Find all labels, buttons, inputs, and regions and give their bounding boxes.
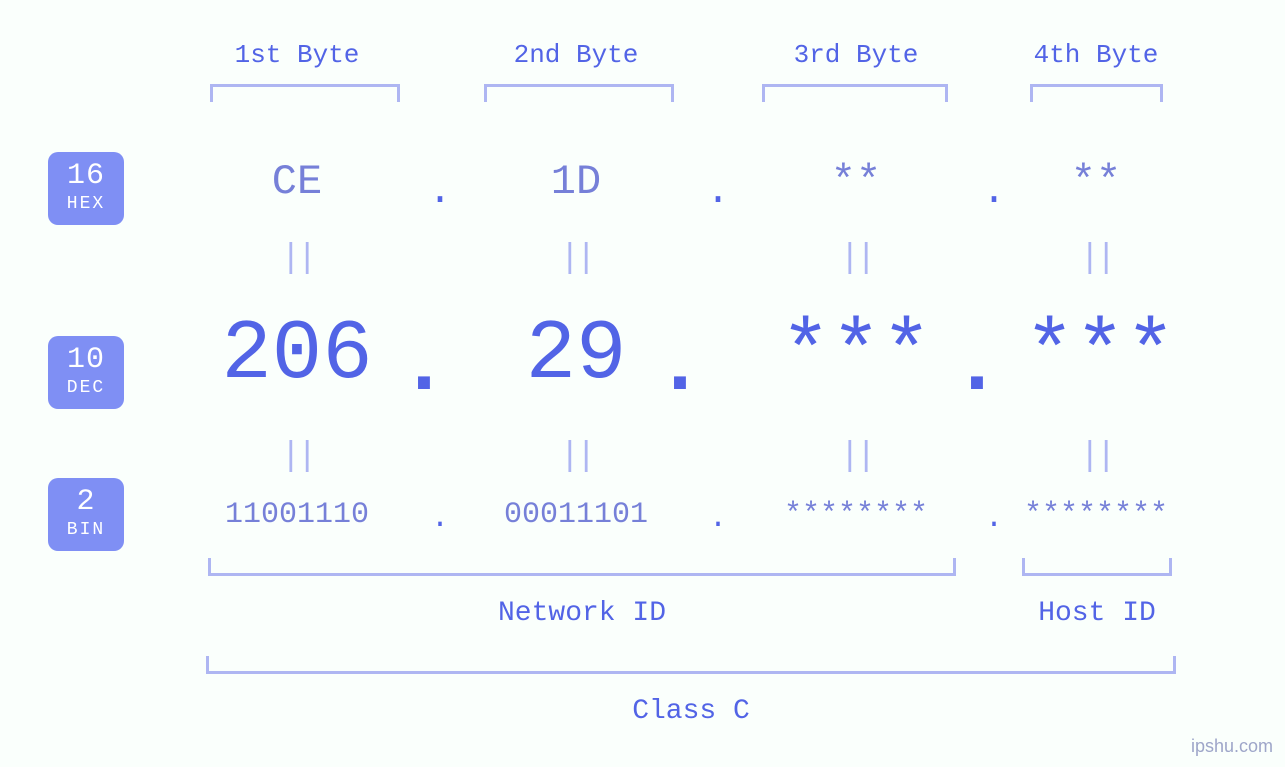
badge-dec-label: DEC: [48, 379, 124, 399]
dec-byte-2: 29: [526, 308, 627, 403]
dec-dot-1: .: [399, 320, 449, 415]
bracket-class: [206, 656, 1176, 674]
badge-dec: 10 DEC: [48, 336, 124, 409]
bracket-byte-2: [484, 84, 674, 102]
bracket-byte-3: [762, 84, 948, 102]
dec-byte-4: ***: [1024, 308, 1175, 403]
eq-bot-2: ||: [560, 438, 593, 476]
bin-dot-3: .: [985, 502, 1003, 536]
bin-byte-2: 00011101: [504, 498, 648, 532]
eq-bot-4: ||: [1080, 438, 1113, 476]
byte-header-4: 4th Byte: [1034, 40, 1159, 70]
hex-dot-2: .: [706, 170, 730, 215]
bracket-byte-4: [1030, 84, 1163, 102]
badge-bin-num: 2: [48, 486, 124, 519]
bin-dot-1: .: [431, 502, 449, 536]
bracket-byte-1: [210, 84, 400, 102]
dec-dot-3: .: [952, 320, 1002, 415]
eq-top-4: ||: [1080, 240, 1113, 278]
badge-hex: 16 HEX: [48, 152, 124, 225]
eq-bot-3: ||: [840, 438, 873, 476]
byte-header-3: 3rd Byte: [794, 40, 919, 70]
hex-byte-4: **: [1071, 158, 1121, 206]
bin-byte-4: ********: [1024, 498, 1168, 532]
dec-byte-1: 206: [221, 308, 372, 403]
attribution-text: ipshu.com: [1191, 736, 1273, 757]
label-network: Network ID: [498, 598, 666, 629]
hex-byte-2: 1D: [551, 158, 601, 206]
hex-byte-1: CE: [272, 158, 322, 206]
bracket-host: [1022, 558, 1172, 576]
badge-dec-num: 10: [48, 344, 124, 377]
byte-header-2: 2nd Byte: [514, 40, 639, 70]
bin-byte-1: 11001110: [225, 498, 369, 532]
dec-dot-2: .: [655, 320, 705, 415]
badge-hex-num: 16: [48, 160, 124, 193]
label-class: Class C: [632, 696, 750, 727]
badge-hex-label: HEX: [48, 195, 124, 215]
hex-dot-1: .: [428, 170, 452, 215]
eq-top-1: ||: [281, 240, 314, 278]
bin-byte-3: ********: [784, 498, 928, 532]
dec-byte-3: ***: [780, 308, 931, 403]
label-host: Host ID: [1038, 598, 1156, 629]
eq-bot-1: ||: [281, 438, 314, 476]
byte-header-1: 1st Byte: [235, 40, 360, 70]
diagram-root: 16 HEX 10 DEC 2 BIN 1st Byte 2nd Byte 3r…: [0, 0, 1285, 767]
hex-byte-3: **: [831, 158, 881, 206]
eq-top-3: ||: [840, 240, 873, 278]
bracket-network: [208, 558, 956, 576]
badge-bin: 2 BIN: [48, 478, 124, 551]
hex-dot-3: .: [982, 170, 1006, 215]
eq-top-2: ||: [560, 240, 593, 278]
bin-dot-2: .: [709, 502, 727, 536]
badge-bin-label: BIN: [48, 521, 124, 541]
